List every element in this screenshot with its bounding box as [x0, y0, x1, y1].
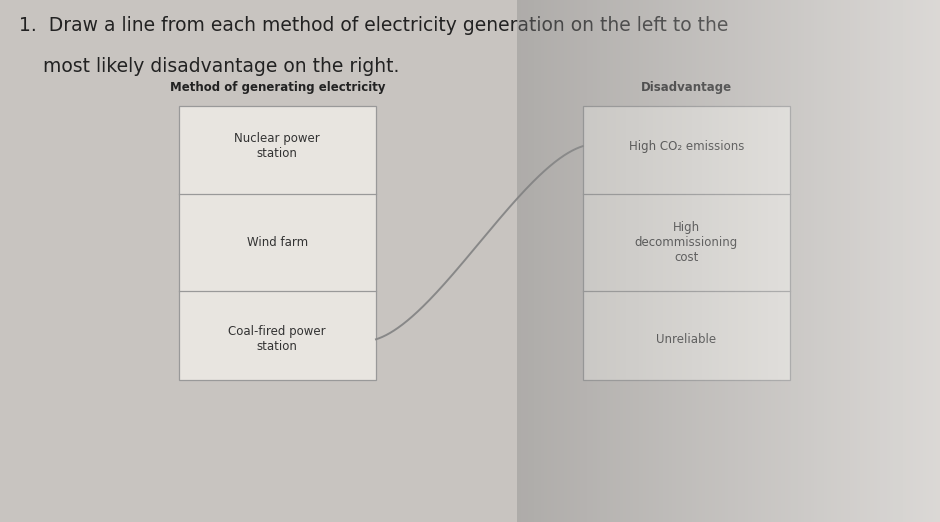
- Text: Coal-fired power
station: Coal-fired power station: [228, 325, 326, 353]
- Bar: [179, 106, 376, 380]
- Text: 1.  Draw a line from each method of electricity generation on the left to the: 1. Draw a line from each method of elect…: [19, 16, 728, 34]
- Text: Wind farm: Wind farm: [246, 236, 308, 249]
- Text: Unreliable: Unreliable: [656, 333, 716, 346]
- Text: High CO₂ emissions: High CO₂ emissions: [629, 140, 744, 152]
- Text: Disadvantage: Disadvantage: [641, 81, 731, 94]
- Text: most likely disadvantage on the right.: most likely disadvantage on the right.: [19, 57, 400, 76]
- Text: Nuclear power
station: Nuclear power station: [234, 132, 321, 160]
- Text: High
decommissioning
cost: High decommissioning cost: [634, 221, 738, 264]
- Bar: [583, 106, 790, 380]
- Text: Method of generating electricity: Method of generating electricity: [169, 81, 385, 94]
